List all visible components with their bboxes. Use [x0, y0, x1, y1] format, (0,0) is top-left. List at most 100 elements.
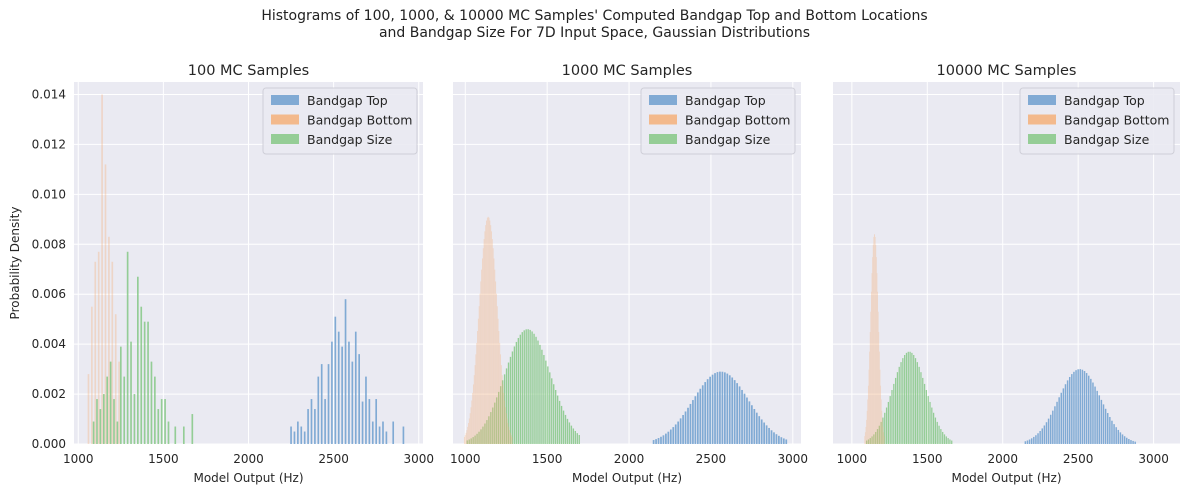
histogram-bar [866, 419, 868, 444]
histogram-bar [490, 412, 492, 444]
histogram-bar [487, 216, 489, 444]
histogram-bar [476, 433, 478, 444]
histogram-bar [496, 306, 498, 444]
histogram-bar [164, 399, 166, 444]
histogram-bar [472, 384, 474, 444]
histogram-bar [508, 426, 510, 444]
subplot-title: 10000 MC Samples [937, 63, 1077, 79]
x-tick-label: 2500 [318, 452, 349, 466]
x-tick-label: 1500 [912, 452, 943, 466]
histogram-bar [1085, 373, 1088, 444]
histogram-bar [511, 351, 514, 444]
histogram-bar [382, 421, 384, 444]
histogram-bar [733, 380, 736, 444]
histogram-bar [881, 410, 883, 444]
histogram-bar [133, 394, 136, 444]
histogram-bar [876, 273, 878, 444]
legend-swatch [271, 134, 299, 144]
histogram-bar [902, 358, 904, 444]
series-bandgap-size [92, 251, 194, 444]
histogram-bar [560, 405, 563, 444]
histogram-bar [476, 342, 478, 444]
histogram-bar [501, 375, 503, 444]
histogram-bar [884, 412, 886, 444]
histogram-bar [358, 354, 360, 444]
histogram-bar [942, 431, 944, 444]
histogram-bar [657, 438, 660, 444]
histogram-bar [741, 389, 743, 444]
histogram-bar [504, 407, 506, 444]
histogram-bar [1041, 428, 1043, 444]
histogram-bar [1092, 382, 1094, 444]
histogram-bar [558, 400, 561, 444]
histogram-bar [293, 431, 296, 444]
histogram-bar [878, 351, 880, 444]
histogram-bar [1043, 425, 1046, 444]
histogram-bar [765, 425, 768, 444]
histogram-bar [883, 432, 885, 444]
histogram-bar [130, 341, 132, 444]
histogram-bar [578, 435, 580, 444]
histogram-bar [701, 385, 704, 444]
histogram-bar [482, 426, 484, 444]
histogram-bar [687, 407, 689, 444]
histogram-bar [882, 417, 884, 444]
histogram-bar [116, 421, 119, 444]
histogram-bar [385, 431, 388, 444]
subplot-3: 1000 1500 2000 2500 3000 Model Output (Hz) 100… [833, 63, 1180, 485]
histogram-bar [869, 351, 871, 444]
x-tick-label: 1000 [63, 452, 94, 466]
histogram-bar [662, 435, 665, 444]
histogram-bar [499, 354, 501, 444]
histogram-bar [873, 236, 875, 444]
subplot-1: 1000 1500 2000 2500 3000 0.000 0.002 0.004 0.006… [8, 63, 434, 485]
histogram-bar [477, 330, 479, 444]
histogram-bar [883, 436, 885, 444]
histogram-bar [496, 397, 498, 444]
x-tick-label: 3000 [1138, 452, 1169, 466]
histogram-bar [870, 311, 872, 444]
histogram-bar [880, 421, 882, 444]
histogram-bar [485, 225, 487, 444]
histogram-bar [507, 422, 509, 444]
histogram-bar [875, 257, 877, 444]
histogram-bar [904, 354, 906, 444]
histogram-bar [365, 376, 367, 444]
histogram-bar [290, 426, 292, 444]
histogram-bar [778, 435, 780, 444]
histogram-bar [743, 393, 746, 444]
legend-swatch [271, 95, 299, 105]
histogram-bar [751, 405, 753, 444]
histogram-bar [102, 394, 105, 444]
histogram-bar [716, 372, 719, 444]
histogram-bar [96, 399, 98, 444]
histogram-bar [873, 234, 875, 444]
histogram-bar [576, 433, 578, 444]
x-tick-label: 1000 [450, 452, 481, 466]
histogram-bar [881, 419, 883, 444]
histogram-bar [918, 366, 920, 444]
histogram-bar [872, 244, 874, 444]
histogram-bar [877, 291, 879, 444]
histogram-bar [704, 382, 707, 444]
histogram-bar [696, 392, 699, 444]
legend-label: Bandgap Size [307, 132, 393, 147]
histogram-bar [867, 439, 870, 444]
histogram-bar [337, 331, 340, 444]
histogram-bar [525, 329, 527, 444]
histogram-bar [1039, 430, 1041, 444]
histogram-bar [484, 231, 486, 444]
histogram-bar [711, 374, 714, 444]
histogram-bar [1134, 441, 1136, 444]
histogram-bar [513, 346, 516, 444]
histogram-bar [699, 388, 702, 444]
histogram-bar [334, 316, 337, 444]
histogram-bar [876, 429, 879, 444]
histogram-bar [543, 355, 545, 444]
histogram-bar [773, 432, 775, 444]
legend: Bandgap Top Bandgap Bottom Bandgap Size [640, 87, 796, 155]
histogram-bar [533, 333, 535, 444]
histogram-bar [934, 417, 937, 444]
histogram-bar [545, 360, 547, 444]
histogram-bar [753, 409, 756, 444]
